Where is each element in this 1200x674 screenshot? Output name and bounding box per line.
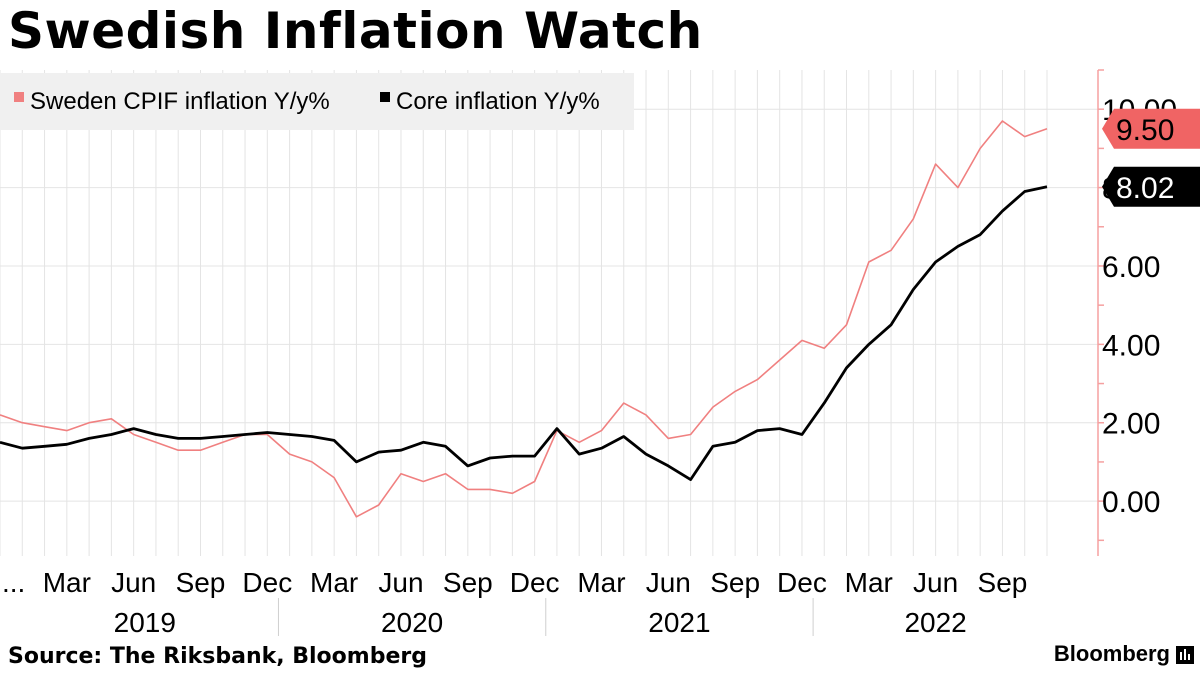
y-tick-label: 2.00 bbox=[1102, 408, 1160, 441]
x-year-label: 2021 bbox=[648, 607, 710, 638]
legend-background bbox=[0, 73, 634, 130]
source-note: Source: The Riksbank, Bloomberg bbox=[8, 644, 427, 669]
legend: Sweden CPIF inflation Y/y% Core inflatio… bbox=[0, 73, 634, 130]
core-last-value-label: 8.02 bbox=[1116, 172, 1174, 205]
gridlines bbox=[0, 70, 1098, 556]
x-tick-label-start: ... bbox=[2, 567, 25, 598]
y-tick-label: 0.00 bbox=[1102, 486, 1160, 519]
x-tick-label: Dec bbox=[777, 567, 827, 598]
x-tick-label: Sep bbox=[710, 567, 760, 598]
y-tick-label: 6.00 bbox=[1102, 251, 1160, 284]
x-tick-label: Sep bbox=[176, 567, 226, 598]
legend-label-core: Core inflation Y/y% bbox=[396, 88, 600, 115]
x-tick-label: Mar bbox=[310, 567, 358, 598]
x-tick-label: Dec bbox=[242, 567, 292, 598]
bloomberg-logo: Bloomberg bbox=[1053, 641, 1170, 666]
core-last-value-tag bbox=[1102, 166, 1200, 207]
last-value-tags: 9.50 8.02 bbox=[1102, 108, 1200, 207]
x-tick-label: Mar bbox=[577, 567, 625, 598]
axes: 0.002.004.006.008.0010.00...MarJunSepDec… bbox=[2, 69, 1177, 638]
x-tick-label: Sep bbox=[978, 567, 1028, 598]
x-tick-label: Jun bbox=[913, 567, 958, 598]
x-year-label: 2020 bbox=[381, 607, 443, 638]
cpif-last-value-tag bbox=[1102, 108, 1200, 149]
x-tick-label: Jun bbox=[378, 567, 423, 598]
y-tick-label: 4.00 bbox=[1102, 329, 1160, 362]
core-inflation-line bbox=[0, 185, 1048, 482]
x-year-label: 2022 bbox=[904, 607, 966, 638]
bloomberg-terminal-icon bbox=[1176, 646, 1194, 664]
cpif-last-value-label: 9.50 bbox=[1116, 114, 1174, 147]
x-tick-label: Jun bbox=[111, 567, 156, 598]
x-tick-label: Mar bbox=[43, 567, 91, 598]
x-tick-label: Sep bbox=[443, 567, 493, 598]
x-tick-label: Jun bbox=[646, 567, 691, 598]
chart-title: Swedish Inflation Watch bbox=[8, 2, 703, 60]
x-tick-label: Dec bbox=[510, 567, 560, 598]
x-year-label: 2019 bbox=[114, 607, 176, 638]
legend-swatch-core bbox=[380, 92, 390, 102]
legend-label-cpif: Sweden CPIF inflation Y/y% bbox=[30, 88, 330, 115]
x-tick-label: Mar bbox=[845, 567, 893, 598]
legend-swatch-cpif bbox=[14, 92, 24, 102]
series bbox=[0, 120, 1048, 518]
cpif-inflation-line bbox=[0, 120, 1048, 518]
